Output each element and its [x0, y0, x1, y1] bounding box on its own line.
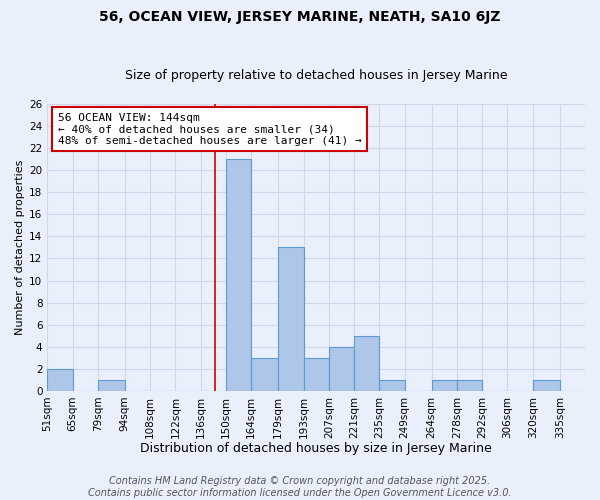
- Bar: [431, 380, 457, 391]
- X-axis label: Distribution of detached houses by size in Jersey Marine: Distribution of detached houses by size …: [140, 442, 492, 455]
- Y-axis label: Number of detached properties: Number of detached properties: [15, 160, 25, 335]
- Bar: [354, 336, 379, 391]
- Bar: [457, 380, 482, 391]
- Bar: [379, 380, 404, 391]
- Title: Size of property relative to detached houses in Jersey Marine: Size of property relative to detached ho…: [125, 69, 508, 82]
- Bar: [329, 346, 354, 391]
- Text: 56 OCEAN VIEW: 144sqm
← 40% of detached houses are smaller (34)
48% of semi-deta: 56 OCEAN VIEW: 144sqm ← 40% of detached …: [58, 112, 362, 146]
- Bar: [278, 248, 304, 391]
- Bar: [47, 369, 73, 391]
- Text: 56, OCEAN VIEW, JERSEY MARINE, NEATH, SA10 6JZ: 56, OCEAN VIEW, JERSEY MARINE, NEATH, SA…: [99, 10, 501, 24]
- Bar: [533, 380, 560, 391]
- Text: Contains HM Land Registry data © Crown copyright and database right 2025.
Contai: Contains HM Land Registry data © Crown c…: [88, 476, 512, 498]
- Bar: [98, 380, 125, 391]
- Bar: [226, 159, 251, 391]
- Bar: [251, 358, 278, 391]
- Bar: [304, 358, 329, 391]
